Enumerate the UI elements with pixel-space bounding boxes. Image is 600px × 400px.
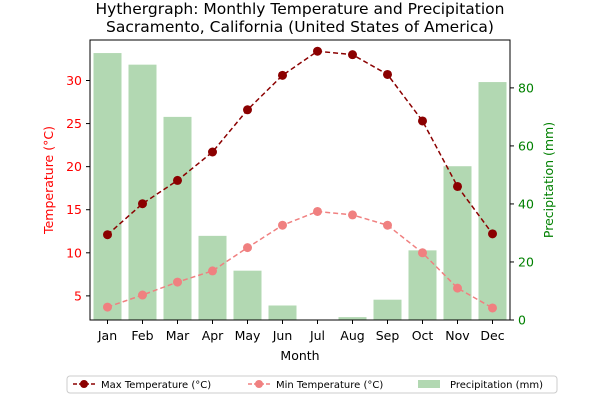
min-temp-point-jun	[278, 220, 287, 230]
precip-bar-nov	[443, 166, 472, 320]
max-temp-point-may	[243, 105, 252, 115]
y-axis-left-label: Temperature (°C)	[41, 126, 56, 235]
min-temp-point-oct	[418, 248, 427, 258]
y-left-tick-label-10: 10	[66, 245, 82, 260]
precip-bar-dec	[478, 82, 507, 320]
min-temp-point-may	[243, 243, 252, 253]
precip-bar-jun	[268, 305, 297, 320]
max-temp-point-oct	[418, 116, 427, 126]
x-tick-label-nov: Nov	[445, 328, 470, 343]
max-temp-point-dec	[488, 229, 497, 239]
plot-frame	[89, 39, 511, 321]
min-temp-point-apr	[208, 266, 217, 276]
precip-bar-oct	[408, 250, 437, 320]
y-left-tick-label-20: 20	[66, 159, 82, 174]
x-tick-label-feb: Feb	[131, 328, 153, 343]
y-left-tick-label-5: 5	[74, 288, 82, 303]
min-temp-point-sep	[383, 220, 392, 230]
y-right-tick-label-20: 20	[518, 254, 534, 269]
min-temp-point-aug	[348, 210, 357, 220]
precip-bar-aug	[338, 317, 367, 320]
x-tick-label-aug: Aug	[340, 328, 364, 343]
min-temp-point-mar	[173, 277, 182, 287]
x-tick-label-mar: Mar	[166, 328, 190, 343]
precip-bar-sep	[373, 299, 402, 320]
precip-bar-jan	[93, 53, 122, 321]
min-temp-point-feb	[138, 290, 147, 300]
precip-bar-feb	[128, 64, 157, 320]
max-temp-point-jun	[278, 70, 287, 80]
chart-title-line2: Sacramento, California (United States of…	[106, 18, 494, 36]
y-left-tick-label-25: 25	[66, 116, 82, 131]
max-temp-line	[107, 50, 494, 236]
precipitation-bars	[93, 53, 507, 321]
legend-min-label: Min Temperature (°C)	[276, 380, 383, 391]
axes: Jan Feb Mar Apr May Jun Jul Aug Sep Oct Nov Dec 5 10 1…	[66, 39, 534, 343]
x-tick-label-oct: Oct	[412, 328, 434, 343]
y-right-tick-label-0: 0	[518, 313, 526, 328]
max-temp-point-apr	[208, 147, 217, 157]
x-tick-label-jun: Jun	[272, 328, 293, 343]
legend-max-marker	[80, 380, 88, 388]
legend-precip-swatch	[418, 380, 440, 388]
x-tick-label-jan: Jan	[97, 328, 117, 343]
legend-max-label: Max Temperature (°C)	[101, 380, 211, 391]
x-tick-label-dec: Dec	[480, 328, 504, 343]
min-temp-point-dec	[488, 303, 497, 313]
precip-bar-mar	[163, 116, 192, 320]
x-tick-label-apr: Apr	[202, 328, 224, 343]
legend-min-marker	[255, 380, 263, 388]
y-right-tick-label-80: 80	[518, 80, 534, 95]
max-temp-point-sep	[383, 69, 392, 79]
max-temp-point-feb	[138, 199, 147, 209]
x-tick-label-may: May	[235, 328, 261, 343]
y-left-tick-label-30: 30	[66, 73, 82, 88]
max-temp-point-nov	[453, 181, 462, 191]
precip-bar-apr	[198, 235, 227, 320]
y-right-tick-label-40: 40	[518, 196, 534, 211]
chart-title-line1: Hythergraph: Monthly Temperature and Pre…	[96, 0, 505, 18]
max-temp-point-jan	[103, 230, 112, 240]
x-tick-label-sep: Sep	[376, 328, 400, 343]
x-tick-label-jul: Jul	[309, 328, 325, 343]
max-temp-point-aug	[348, 50, 357, 60]
legend: Max Temperature (°C) Min Temperature (°C…	[66, 375, 558, 394]
y-axis-right-label: Precipitation (mm)	[541, 122, 556, 238]
max-temp-point-mar	[173, 175, 182, 185]
y-right-tick-label-60: 60	[518, 138, 534, 153]
min-temp-point-nov	[453, 283, 462, 293]
min-temp-point-jan	[103, 302, 112, 312]
legend-precip-label: Precipitation (mm)	[450, 380, 543, 391]
temperature-lines	[103, 46, 497, 313]
min-temp-point-jul	[313, 206, 322, 216]
y-left-tick-label-15: 15	[66, 202, 82, 217]
min-temp-line	[107, 210, 493, 309]
max-temp-point-jul	[313, 46, 322, 56]
precip-bar-may	[233, 270, 262, 320]
x-axis-label: Month	[280, 348, 319, 363]
